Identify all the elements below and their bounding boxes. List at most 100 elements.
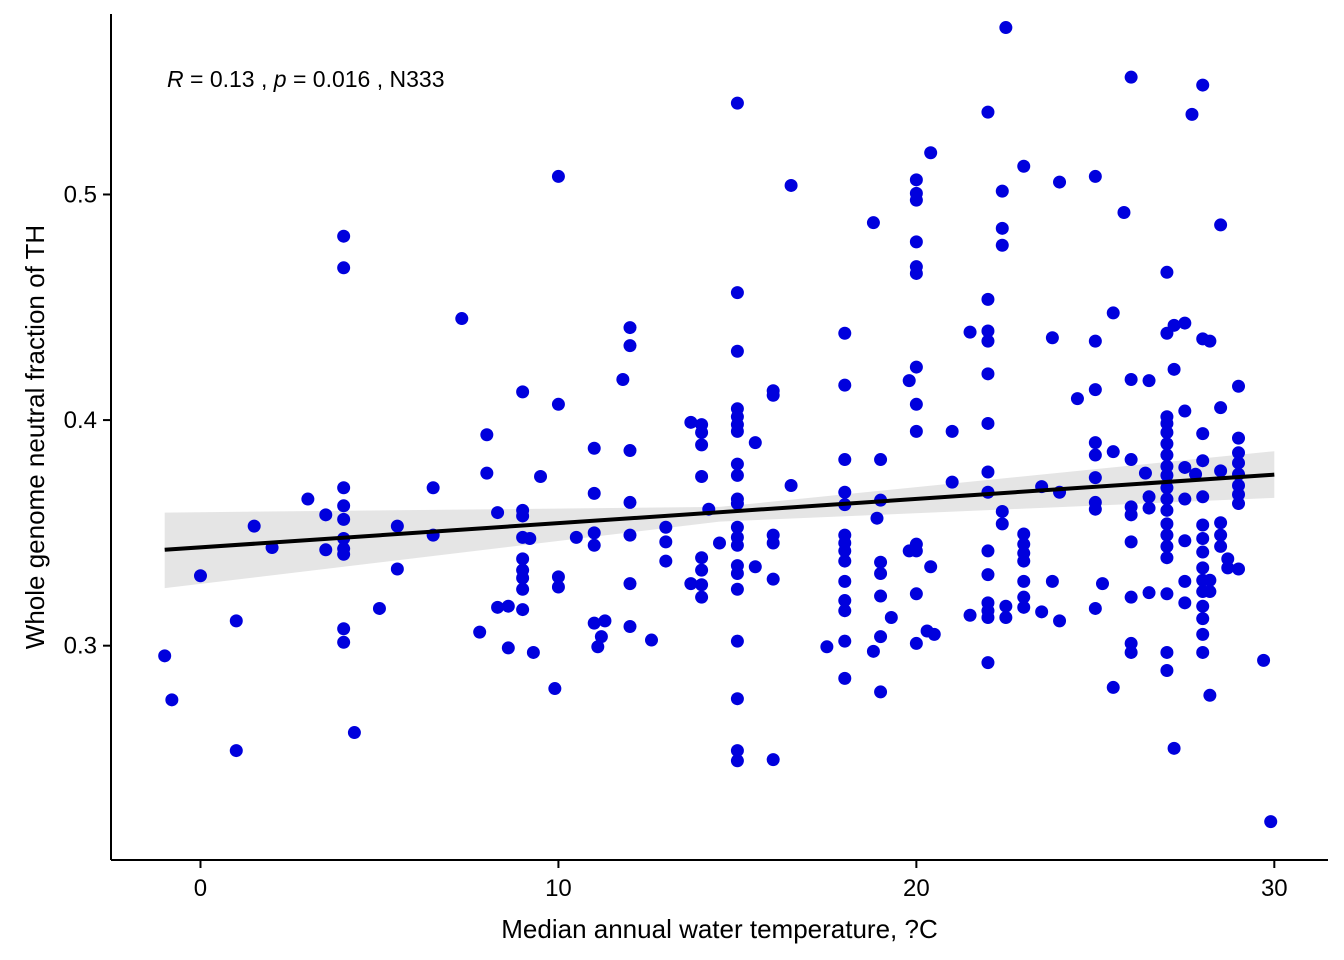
data-point <box>981 416 995 430</box>
data-point <box>1185 107 1199 121</box>
data-point <box>884 610 898 624</box>
data-point <box>695 425 709 439</box>
data-point <box>995 184 1009 198</box>
x-tick-label: 0 <box>194 875 207 902</box>
data-point <box>1088 169 1102 183</box>
data-point <box>1017 159 1031 173</box>
data-point <box>623 444 637 458</box>
data-point <box>1196 427 1210 441</box>
data-point <box>1196 78 1210 92</box>
data-point <box>1117 206 1131 220</box>
data-point <box>591 640 605 654</box>
data-point <box>1178 574 1192 588</box>
data-point <box>1232 497 1246 511</box>
data-point <box>551 397 565 411</box>
data-point <box>730 582 744 596</box>
data-point <box>526 645 540 659</box>
data-point <box>766 572 780 586</box>
data-point <box>981 465 995 479</box>
data-point <box>909 360 923 374</box>
data-point <box>924 146 938 160</box>
data-point <box>1257 653 1271 667</box>
data-point <box>713 536 726 550</box>
data-point <box>1178 316 1192 330</box>
data-point <box>730 566 744 580</box>
data-point <box>1124 453 1138 467</box>
data-point <box>390 519 404 533</box>
data-point <box>1189 467 1203 481</box>
data-point <box>874 589 888 603</box>
data-point <box>1196 518 1210 532</box>
data-point <box>1017 527 1031 541</box>
data-point <box>1196 532 1210 546</box>
data-point <box>1264 815 1278 829</box>
data-point <box>945 424 959 438</box>
data-point <box>874 555 888 569</box>
data-point <box>695 438 709 452</box>
data-point <box>1088 334 1102 348</box>
data-point <box>730 634 744 648</box>
trend-line-layer <box>164 472 1275 552</box>
data-point <box>623 495 637 509</box>
data-point <box>838 604 852 618</box>
data-point <box>1106 445 1120 459</box>
data-point <box>548 682 562 696</box>
data-point <box>1160 551 1174 565</box>
data-point <box>909 266 923 280</box>
data-point <box>1160 437 1174 451</box>
data-point <box>730 457 744 471</box>
data-point <box>730 754 744 768</box>
data-point <box>909 235 923 249</box>
data-point <box>1196 627 1210 641</box>
data-point <box>1045 331 1059 345</box>
data-point <box>1214 401 1228 415</box>
data-point <box>1160 448 1174 462</box>
data-point <box>1017 600 1031 614</box>
confidence-band-layer <box>164 451 1275 589</box>
data-point <box>902 374 916 388</box>
data-point <box>924 560 938 574</box>
data-point <box>1142 501 1156 515</box>
x-axis-ticks: 0 10 20 30 <box>194 860 1288 902</box>
data-point <box>1160 468 1174 482</box>
data-point <box>995 221 1009 235</box>
data-point <box>1106 680 1120 694</box>
data-point <box>1017 554 1031 568</box>
data-point <box>659 520 673 534</box>
data-point <box>337 512 351 526</box>
data-point <box>1160 503 1174 517</box>
data-point <box>1214 516 1228 530</box>
data-point <box>1124 508 1138 522</box>
data-point <box>730 424 744 438</box>
data-point <box>866 644 880 658</box>
data-point <box>1232 456 1246 470</box>
data-point <box>598 614 612 628</box>
data-point <box>981 544 995 558</box>
data-point <box>1221 561 1235 575</box>
data-point <box>623 577 637 591</box>
data-point <box>516 552 530 566</box>
data-point <box>784 479 798 493</box>
data-point <box>838 544 852 558</box>
data-point <box>766 388 780 402</box>
data-point <box>981 334 995 348</box>
data-point <box>1221 552 1235 566</box>
data-point <box>534 469 548 483</box>
data-point <box>587 616 601 630</box>
data-point <box>644 633 658 647</box>
data-point <box>491 506 505 520</box>
data-point <box>337 635 351 649</box>
data-point <box>1160 663 1174 677</box>
data-point <box>1160 416 1174 430</box>
data-point <box>1017 537 1031 551</box>
data-point <box>1214 464 1228 478</box>
data-point <box>158 649 172 663</box>
data-point <box>229 744 243 758</box>
data-point <box>1160 539 1174 553</box>
x-tick-label: 20 <box>903 875 930 902</box>
data-point <box>1196 454 1210 468</box>
data-point <box>516 603 530 617</box>
y-tick-label: 0.3 <box>64 633 97 660</box>
data-point <box>337 481 351 495</box>
